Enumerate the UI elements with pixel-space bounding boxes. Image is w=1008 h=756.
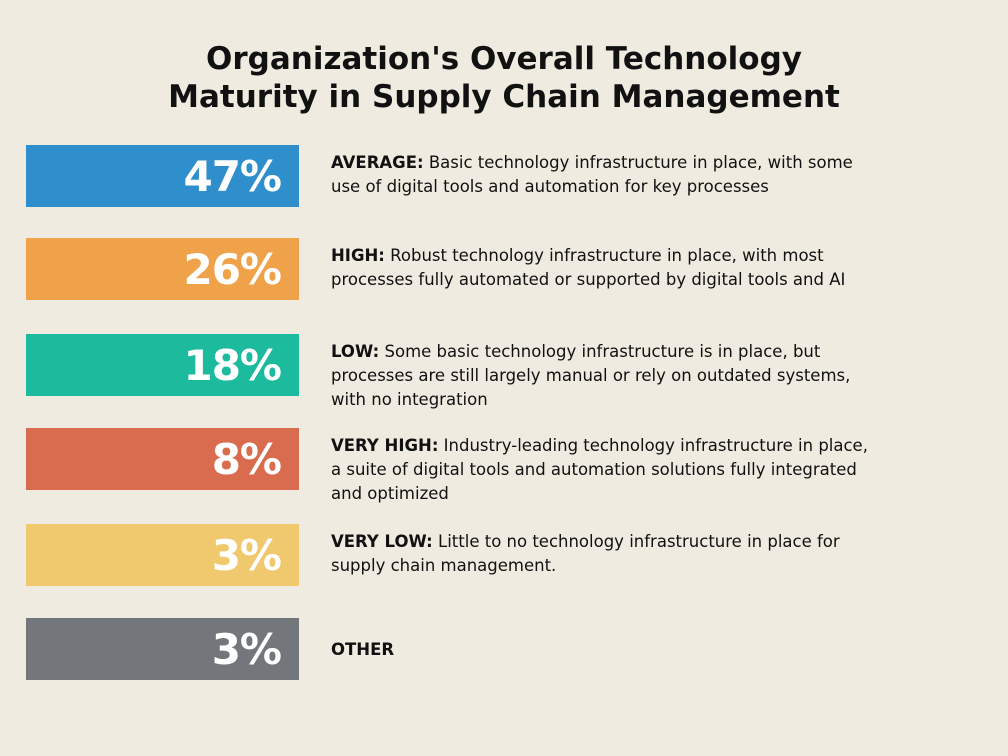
category-description: VERY LOW: Little to no technology infras… <box>331 530 871 578</box>
category-description: HIGH: Robust technology infrastructure i… <box>331 244 871 292</box>
category-label: VERY LOW: <box>331 532 433 551</box>
chart-row: 3% OTHER <box>26 618 986 680</box>
value-bar: 8% <box>26 428 299 490</box>
category-text: Basic technology infrastructure in place… <box>331 153 853 196</box>
category-description: VERY HIGH: Industry-leading technology i… <box>331 434 871 506</box>
category-text: Little to no technology infrastructure i… <box>331 532 840 575</box>
value-bar: 3% <box>26 618 299 680</box>
value-bar: 47% <box>26 145 299 207</box>
chart-title-line-1: Organization's Overall Technology <box>206 41 802 77</box>
category-description: OTHER <box>331 638 871 662</box>
value-bar: 18% <box>26 334 299 396</box>
category-label: OTHER <box>331 640 395 659</box>
chart-title-line-2: Maturity in Supply Chain Management <box>168 79 840 115</box>
category-description: AVERAGE: Basic technology infrastructure… <box>331 151 871 199</box>
category-text: Some basic technology infrastructure is … <box>331 342 851 409</box>
chart-row: 3% VERY LOW: Little to no technology infr… <box>26 524 986 586</box>
chart-row: 8% VERY HIGH: Industry-leading technology… <box>26 428 986 503</box>
category-label: AVERAGE: <box>331 153 424 172</box>
category-label: LOW: <box>331 342 380 361</box>
value-bar: 3% <box>26 524 299 586</box>
chart-title: Organization's Overall Technology Maturi… <box>0 40 1008 116</box>
category-description: LOW: Some basic technology infrastructur… <box>331 340 871 412</box>
chart-row: 47% AVERAGE: Basic technology infrastruct… <box>26 145 986 207</box>
category-text: Robust technology infrastructure in plac… <box>331 246 846 289</box>
category-text: Industry-leading technology infrastructu… <box>331 436 868 503</box>
category-label: VERY HIGH: <box>331 436 439 455</box>
chart-row: 18% LOW: Some basic technology infrastruc… <box>26 334 986 409</box>
chart-row: 26% HIGH: Robust technology infrastructur… <box>26 238 986 300</box>
value-bar: 26% <box>26 238 299 300</box>
category-label: HIGH: <box>331 246 385 265</box>
